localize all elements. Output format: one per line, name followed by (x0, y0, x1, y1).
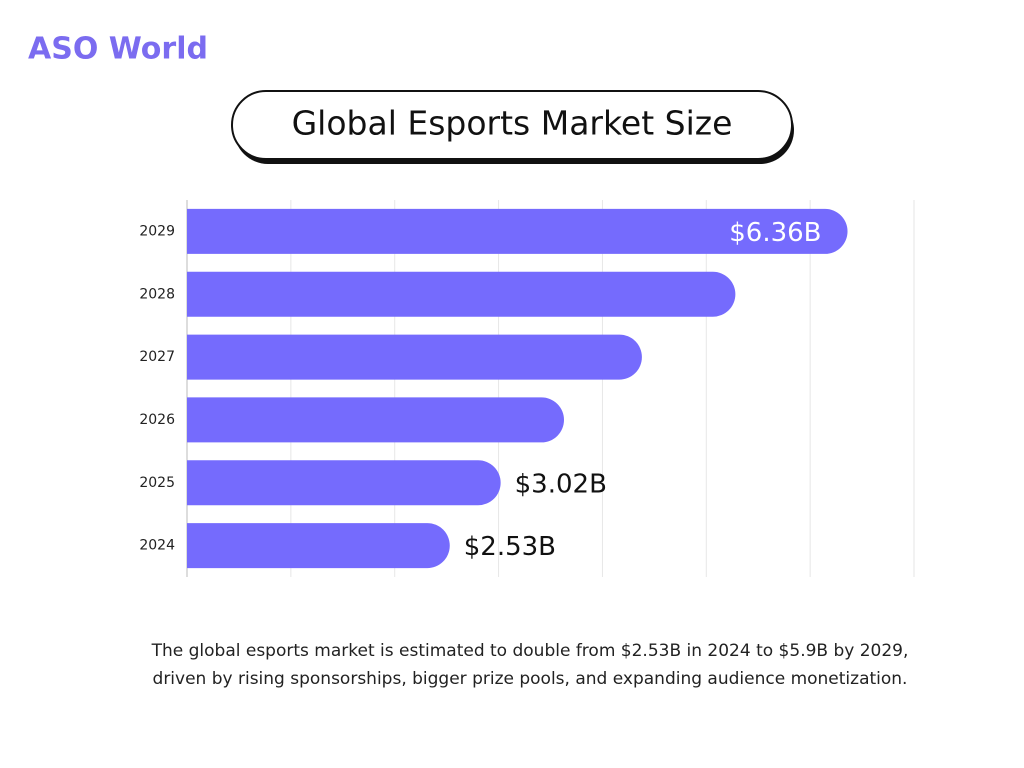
bar (187, 271, 736, 317)
y-tick-label: 2024 (139, 538, 175, 554)
y-tick-label: 2026 (139, 412, 175, 428)
bar (187, 523, 450, 569)
value-label: $6.36B (729, 218, 821, 248)
title-pill (231, 90, 793, 160)
caption-line: driven by rising sponsorships, bigger pr… (153, 669, 908, 689)
value-label: $2.53B (464, 532, 556, 562)
brand-logo: ASO World (28, 32, 208, 67)
y-tick-label: 2027 (139, 349, 175, 365)
bar (187, 208, 848, 254)
chart-title: Global Esports Market Size (292, 104, 733, 143)
y-tick-label: 2029 (139, 223, 175, 239)
bar (187, 460, 501, 506)
caption-line: The global esports market is estimated t… (151, 641, 909, 661)
bar (187, 334, 642, 380)
value-label: $3.02B (515, 469, 607, 499)
y-tick-label: 2028 (139, 286, 175, 302)
y-tick-label: 2025 (139, 475, 175, 491)
bar (187, 397, 565, 443)
